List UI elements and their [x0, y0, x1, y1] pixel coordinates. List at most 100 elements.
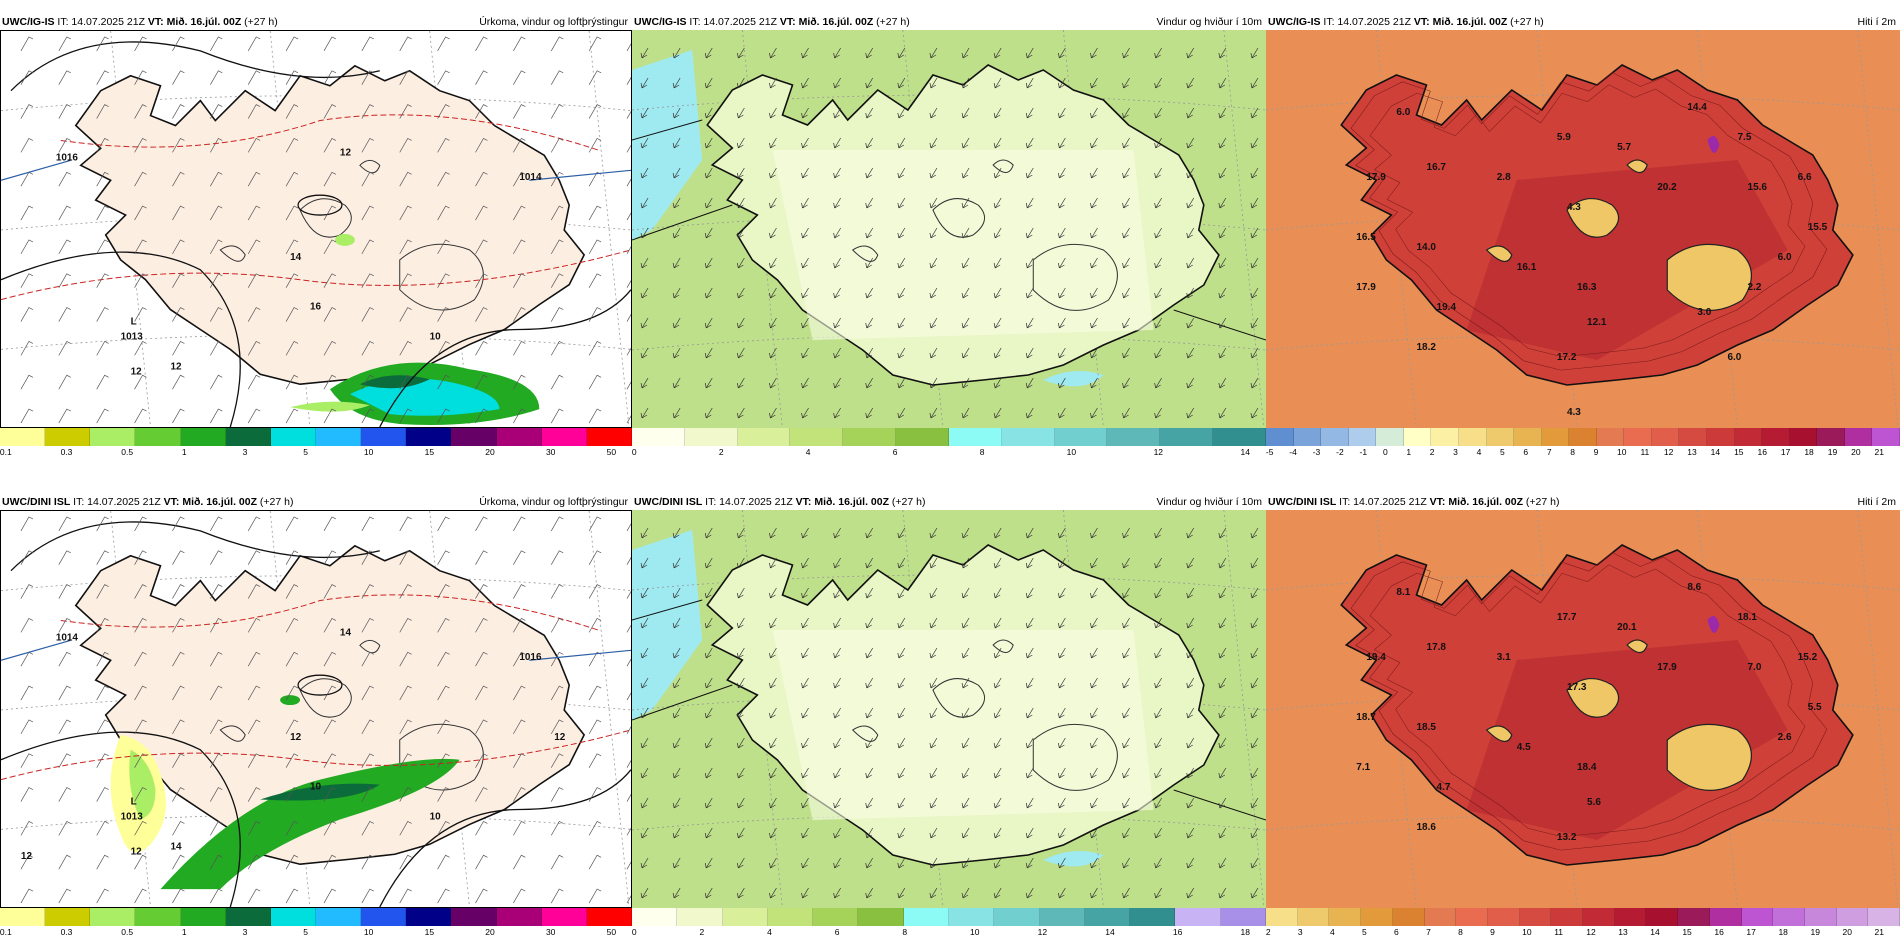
colorbar-tick-label: -5	[1265, 447, 1274, 457]
map-value-label: 1016	[519, 652, 542, 663]
map-value-label: 14.4	[1687, 102, 1707, 113]
colorbar-tick-label: 3	[242, 447, 248, 457]
colorbar-swatch	[1213, 428, 1266, 446]
colorbar-tick-label: 18	[1240, 927, 1250, 937]
colorbar-swatch	[843, 428, 897, 446]
colorbar-swatch	[767, 908, 814, 926]
temperature-map: 6.0 17.9 16.7 16.5 14.0 17.9 19.4 18.2 2.8 5.9 5.7…	[1266, 30, 1900, 428]
map-value-label: 16.5	[1356, 232, 1376, 243]
map-value-label: 4.3	[1567, 407, 1581, 418]
model-name: UWC/IG-IS	[634, 16, 687, 28]
colorbar-swatch	[677, 908, 723, 926]
map-value-label: 7.5	[1737, 132, 1751, 143]
map-value-label: 16.1	[1517, 262, 1537, 273]
colorbar-swatch	[1789, 428, 1818, 446]
precip-map: L 1013 1016 1014 12 14 12 12 16 10	[0, 30, 632, 428]
map-value-label: 1014	[519, 172, 542, 183]
map-value-label: 12.1	[1587, 317, 1607, 328]
valid-time: VT: Mið. 16.júl. 00Z	[779, 16, 874, 28]
wind-map	[632, 30, 1266, 428]
colorbar-swatch	[451, 908, 497, 926]
colorbar-swatch	[586, 908, 632, 926]
colorbar-tick-label: 30	[545, 927, 556, 937]
colorbar-tick-label: 11	[1640, 447, 1650, 457]
valid-time: VT: Mið. 16.júl. 00Z	[147, 16, 242, 28]
colorbar-swatch	[1651, 428, 1680, 446]
map-panel-6: UWC/DINI ISL IT: 14.07.2025 21Z VT: Mið.…	[1266, 494, 1900, 944]
colorbar-tick-label: 18	[1778, 927, 1788, 937]
map-panel-3: UWC/IG-IS IT: 14.07.2025 21Z VT: Mið. 16…	[1266, 14, 1900, 464]
colorbar-tick-label: 16	[1714, 927, 1724, 937]
colorbar-tick-label: 20	[485, 927, 495, 937]
colorbar	[632, 428, 1266, 446]
colorbar-tick-label: 15	[424, 927, 435, 937]
map-value-label: 20.1	[1617, 622, 1637, 633]
colorbar-tick-label: 6	[1523, 447, 1529, 457]
colorbar-swatch	[1424, 908, 1457, 926]
map-value-label: 8.6	[1687, 582, 1701, 593]
map-value-label: 13.2	[1557, 832, 1577, 843]
colorbar-tick-label: 5	[1499, 447, 1505, 457]
colorbar-tick-label: 2	[718, 447, 724, 457]
colorbar-tick-label: 1	[1406, 447, 1412, 457]
colorbar-tick-label: 19	[1827, 447, 1838, 457]
map-value-label: 19.4	[1437, 302, 1457, 313]
map-value-label: 6.0	[1396, 107, 1410, 118]
map-value-label: 5.5	[1808, 702, 1822, 713]
colorbar-swatch	[903, 908, 949, 926]
colorbar-tick-label: 14	[1105, 927, 1115, 937]
colorbar-swatch	[858, 908, 904, 926]
colorbar-swatch	[406, 428, 452, 446]
colorbar-swatch	[1569, 428, 1597, 446]
colorbar-tick-label: 6	[892, 447, 898, 457]
colorbar-tick-label: 50	[606, 447, 617, 457]
colorbar-tick-label: 8	[1570, 447, 1575, 457]
temperature-map: 8.1 19.4 17.8 18.7 18.5 7.1 4.7 18.6 3.1 17.7 20.1…	[1266, 510, 1900, 908]
colorbar-swatch	[813, 908, 859, 926]
colorbar-tick-label: 5	[303, 447, 308, 457]
lead-time: (+27 h)	[257, 496, 294, 508]
colorbar-tick-label: 30	[545, 447, 556, 457]
map-value-label: 17.9	[1366, 172, 1386, 183]
colorbar-swatch	[1551, 908, 1584, 926]
map-value-label: 15.2	[1798, 652, 1818, 663]
colorbar-swatch	[632, 908, 678, 926]
map-value-label: 2.2	[1748, 282, 1762, 293]
colorbar-swatch	[1054, 428, 1108, 446]
colorbar-tick-label: 1	[181, 927, 187, 937]
colorbar-swatch	[1160, 428, 1214, 446]
panel-title: UWC/IG-IS IT: 14.07.2025 21Z VT: Mið. 16…	[0, 14, 632, 30]
colorbar-tick-label: 0.5	[121, 927, 134, 937]
map-value-label: 12	[554, 732, 566, 743]
lead-time: (+27 h)	[873, 16, 910, 28]
colorbar-swatch	[1130, 908, 1176, 926]
colorbar-swatch	[315, 428, 362, 446]
colorbar-swatch	[1431, 428, 1459, 446]
colorbar-swatch	[225, 428, 271, 446]
colorbar-ticks: 0.1 0.3 0.5 1 3 5 10 15 20 30 50	[0, 446, 632, 458]
colorbar-tick-label: 10	[1066, 447, 1077, 457]
colorbar-swatch	[406, 908, 452, 926]
colorbar-swatch	[948, 428, 1002, 446]
map-value-label: 8.1	[1396, 587, 1410, 598]
map-value-label: 1014	[56, 632, 79, 643]
colorbar-tick-label: 12	[1037, 927, 1048, 937]
colorbar-swatch	[722, 908, 768, 926]
panel-title: UWC/IG-IS IT: 14.07.2025 21Z VT: Mið. 16…	[1266, 14, 1900, 30]
colorbar-swatch	[225, 908, 271, 926]
colorbar-tick-label: 18	[1804, 447, 1814, 457]
map-panel-2: UWC/IG-IS IT: 14.07.2025 21Z VT: Mið. 16…	[632, 14, 1266, 464]
colorbar-swatch	[1107, 428, 1161, 446]
colorbar-swatch	[586, 428, 632, 446]
precip-map: L 1013 1014 1016 14 12 14 12 10 10 12 12	[0, 510, 632, 908]
valid-time: VT: Mið. 16.júl. 00Z	[795, 496, 890, 508]
map-value-label: 14	[340, 627, 352, 638]
colorbar-swatch	[45, 908, 91, 926]
colorbar-swatch	[737, 428, 791, 446]
map-value-label: 7.1	[1356, 762, 1370, 773]
colorbar-swatch	[180, 428, 226, 446]
map-panel-1: UWC/IG-IS IT: 14.07.2025 21Z VT: Mið. 16…	[0, 14, 632, 464]
colorbar-swatch	[0, 428, 46, 446]
colorbar-tick-label: 9	[1593, 447, 1599, 457]
colorbar-tick-label: 2	[699, 927, 705, 937]
